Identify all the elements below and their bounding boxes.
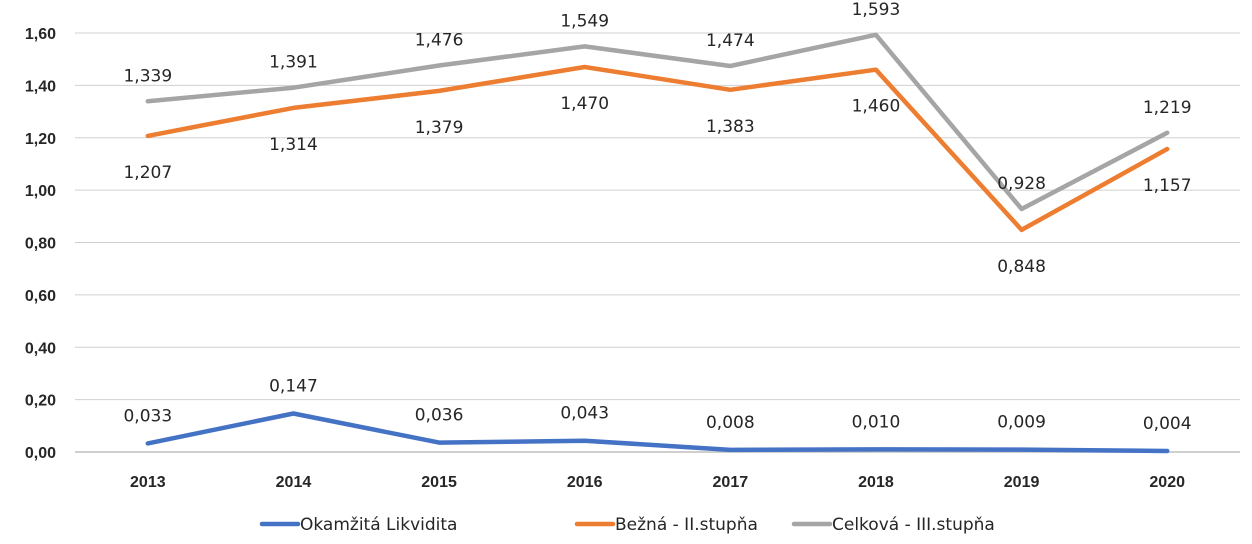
- data-label: 0,043: [560, 404, 609, 424]
- data-label: 0,036: [415, 406, 464, 426]
- data-label: 0,848: [997, 257, 1046, 277]
- data-label: 1,207: [123, 163, 172, 183]
- data-label: 1,474: [706, 31, 755, 51]
- data-label: 0,147: [269, 377, 318, 397]
- series-line-3: [145, 32, 1170, 212]
- series-lines: [145, 32, 1170, 454]
- x-tick-label: 2016: [567, 474, 603, 491]
- gridlines: [75, 32, 1240, 453]
- data-labels: 0,033 0,147 0,036 0,043 0,008 0,010 0,009 0,004…: [123, 0, 1191, 434]
- y-axis-ticks: 0,00 0,20 0,40 0,60 0,80 1,00 1,20 1,40 1,60: [25, 26, 56, 462]
- x-tick-label: 2017: [713, 474, 749, 491]
- data-label: 1,379: [415, 118, 464, 138]
- y-tick-label: 0,40: [25, 340, 56, 357]
- data-label: 1,314: [269, 135, 318, 155]
- x-tick-label: 2020: [1149, 474, 1185, 491]
- x-axis-ticks: 2013 2014 2015 2016 2017 2018 2019 2020: [130, 474, 1185, 491]
- x-tick-label: 2015: [421, 474, 457, 491]
- legend-label: Bežná - II.stupňa: [615, 515, 758, 535]
- legend-label: Celková - III.stupňa: [832, 515, 995, 535]
- data-label: 0,928: [997, 174, 1046, 194]
- data-label: 0,008: [706, 413, 755, 433]
- x-tick-label: 2013: [130, 474, 166, 491]
- data-label: 0,009: [997, 413, 1046, 433]
- y-tick-label: 1,20: [25, 131, 56, 148]
- data-label: 1,157: [1143, 176, 1192, 196]
- y-tick-label: 0,80: [25, 236, 56, 253]
- data-label: 1,593: [852, 0, 901, 20]
- legend-label: Okamžitá Likvidita: [300, 515, 457, 535]
- data-label: 1,476: [415, 30, 464, 50]
- x-tick-label: 2014: [276, 474, 312, 491]
- y-tick-label: 0,60: [25, 288, 56, 305]
- series-line-2: [145, 64, 1170, 233]
- y-tick-label: 1,40: [25, 78, 56, 95]
- y-tick-label: 0,20: [25, 393, 56, 410]
- x-tick-label: 2018: [858, 474, 894, 491]
- data-label: 1,219: [1143, 98, 1192, 118]
- data-label: 0,010: [852, 412, 901, 432]
- data-label: 1,460: [852, 97, 901, 117]
- legend: Okamžitá Likvidita Bežná - II.stupňa Celko…: [259, 515, 995, 535]
- data-label: 1,339: [123, 66, 172, 86]
- x-tick-label: 2019: [1004, 474, 1040, 491]
- y-tick-label: 1,00: [25, 183, 56, 200]
- data-label: 1,383: [706, 117, 755, 137]
- data-label: 0,033: [123, 406, 172, 426]
- series-line-1: [145, 411, 1170, 454]
- y-tick-label: 0,00: [25, 445, 56, 462]
- data-label: 1,470: [560, 94, 609, 114]
- data-label: 1,391: [269, 53, 318, 73]
- data-label: 0,004: [1143, 414, 1192, 434]
- y-tick-label: 1,60: [25, 26, 56, 43]
- data-label: 1,549: [560, 11, 609, 31]
